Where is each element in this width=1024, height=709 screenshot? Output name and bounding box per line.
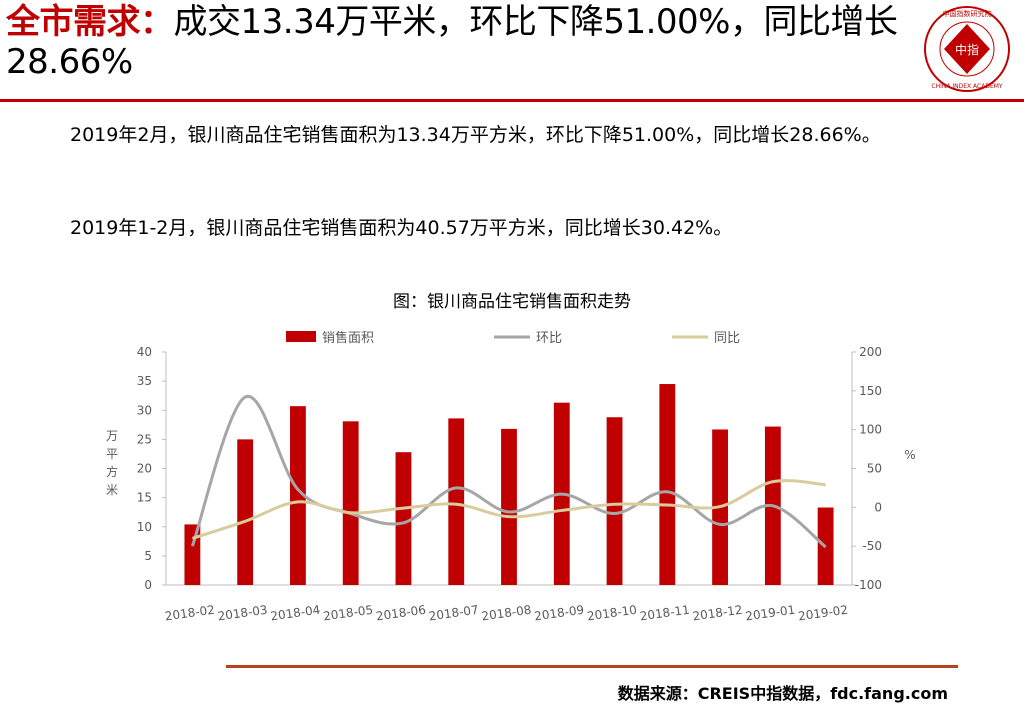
x-tick-label: 2018-08 xyxy=(481,603,533,624)
legend-label: 环比 xyxy=(536,331,562,346)
bar-2018-06 xyxy=(395,452,412,585)
bar-2018-05 xyxy=(342,421,359,585)
bar-2018-04 xyxy=(290,406,306,585)
y-axis-label-char: 平 xyxy=(106,447,118,461)
y2-tick-label: 100 xyxy=(859,423,882,437)
y-tick-label: 35 xyxy=(137,374,152,388)
y2-tick-label: -100 xyxy=(855,578,882,592)
y-tick-label: 30 xyxy=(137,403,152,417)
x-tick-label: 2018-05 xyxy=(322,603,374,624)
y-tick-label: 20 xyxy=(137,462,152,476)
y2-tick-label: -50 xyxy=(862,539,882,553)
legend-item: 同比 xyxy=(672,331,740,346)
logo-top-text: 中国指数研究院 xyxy=(943,9,992,18)
y-axis-label: 万平方米 xyxy=(106,429,118,497)
x-tick-label: 2019-01 xyxy=(744,603,796,624)
legend-label: 销售面积 xyxy=(322,330,374,346)
x-tick-label: 2018-04 xyxy=(270,603,322,624)
bar-2018-10 xyxy=(606,417,623,585)
y-tick-label: 10 xyxy=(137,520,152,534)
paragraph-monthly: 2019年2月，银川商品住宅销售面积为13.34万平方米，环比下降51.00%，… xyxy=(70,124,881,146)
legend-item: 环比 xyxy=(494,331,562,346)
header-divider xyxy=(0,99,1024,102)
footer-divider xyxy=(226,665,958,668)
y-axis-label-char: 米 xyxy=(106,483,118,497)
bar-2018-07 xyxy=(448,418,465,585)
x-axis-labels: 2018-02 2018-03 2018-04 2018-05 2018-06 2018-… xyxy=(164,603,849,624)
x-tick-label: 2018-12 xyxy=(692,603,744,624)
chart-axes: 0 5 10 15 20 25 30 35 40 -100 -50 0 50 100 150 200 万平方米% xyxy=(106,345,916,592)
y2-tick-label: 0 xyxy=(874,500,882,514)
y-tick-label: 25 xyxy=(137,432,152,446)
x-tick-label: 2018-07 xyxy=(428,603,480,624)
paragraph-ytd: 2019年1-2月，银川商品住宅销售面积为40.57万平方米，同比增长30.42… xyxy=(70,217,733,239)
bar-2018-03 xyxy=(237,439,254,585)
x-tick-label: 2018-02 xyxy=(164,603,216,624)
legend-label: 同比 xyxy=(714,331,740,346)
legend-swatch xyxy=(286,331,316,342)
x-tick-label: 2018-10 xyxy=(586,603,638,624)
bar-series xyxy=(184,384,834,585)
chart-legend: 销售面积 环比 同比 xyxy=(286,330,740,346)
legend-item: 销售面积 xyxy=(286,330,374,346)
x-tick-label: 2018-09 xyxy=(533,603,585,624)
logo-icon: 中指 CHINA INDEX ACADEMY 中国指数研究院 xyxy=(924,6,1010,92)
y2-tick-label: 200 xyxy=(859,345,882,359)
y2-axis-label: % xyxy=(904,448,915,462)
x-tick-label: 2019-02 xyxy=(797,603,849,624)
line-环比 xyxy=(190,395,827,549)
chart-title: 图：银川商品住宅销售面积走势 xyxy=(393,292,631,312)
line-series xyxy=(190,395,827,549)
title-highlight: 全市需求： xyxy=(6,2,174,42)
y-tick-label: 15 xyxy=(137,491,152,505)
bar-2018-11 xyxy=(659,384,676,585)
y2-tick-label: 50 xyxy=(867,462,882,476)
y-tick-label: 40 xyxy=(137,345,152,359)
line-同比 xyxy=(191,479,826,540)
x-tick-label: 2018-06 xyxy=(375,603,427,624)
data-source: 数据来源：CREIS中指数据，fdc.fang.com xyxy=(617,684,948,703)
y2-tick-label: 150 xyxy=(859,384,882,398)
y-axis-label-char: 万 xyxy=(106,429,118,443)
logo-center-text: 中指 xyxy=(955,42,979,57)
title-rest: 成交13.34万平米，环比下降51.00%，同比增长28.66% xyxy=(6,2,898,82)
bar-2018-02 xyxy=(184,524,201,585)
x-tick-label: 2018-11 xyxy=(639,603,691,624)
y-tick-label: 0 xyxy=(144,578,152,592)
y-tick-label: 5 xyxy=(144,549,152,563)
page-title: 全市需求：成交13.34万平米，环比下降51.00%，同比增长28.66% xyxy=(6,2,906,82)
logo-ring-text: CHINA INDEX ACADEMY xyxy=(931,83,1003,90)
y-axis-label-char: 方 xyxy=(106,464,118,479)
bar-2018-08 xyxy=(501,428,517,585)
x-tick-label: 2018-03 xyxy=(217,603,269,624)
